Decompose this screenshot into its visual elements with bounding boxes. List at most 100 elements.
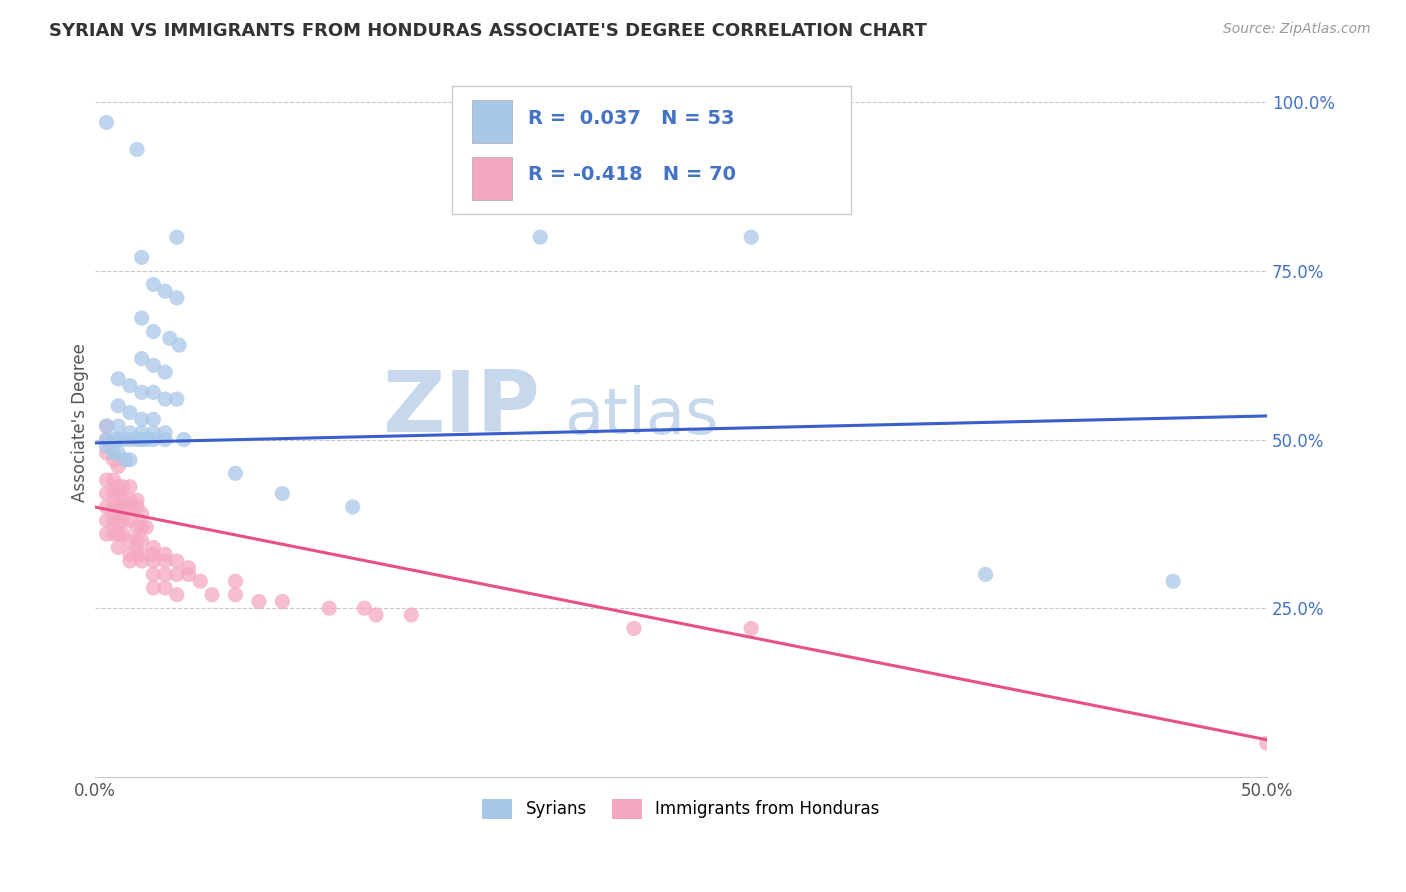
Point [114,452,136,467]
Point [125,533,148,548]
Point [131,433,153,447]
Point [1372,743,1395,757]
Point [96,446,118,460]
Point [107,500,129,514]
Point [103,473,125,487]
Point [96,473,118,487]
Text: atlas: atlas [564,384,718,447]
Point [96,419,118,434]
Point [142,547,165,561]
Point [103,433,125,447]
Point [271,594,294,608]
Point [118,378,141,392]
Point [125,493,148,508]
Point [623,622,645,636]
Point [111,433,134,447]
Point [153,392,176,406]
Point [131,533,153,548]
Point [107,527,129,541]
Point [118,547,141,561]
Point [153,581,176,595]
Point [974,567,997,582]
Point [131,425,153,440]
Point [131,351,153,366]
Point [96,486,118,500]
Point [118,480,141,494]
Point [153,554,176,568]
Point [125,520,148,534]
Point [107,446,129,460]
Point [125,433,148,447]
Point [224,574,246,589]
Point [167,338,190,352]
Point [107,480,129,494]
Point [118,554,141,568]
Point [188,574,211,589]
Point [153,365,176,379]
Point [131,520,153,534]
Point [107,433,129,447]
Point [401,607,423,622]
Point [177,560,200,574]
Point [224,467,246,481]
Text: R = -0.418   N = 70: R = -0.418 N = 70 [529,165,737,185]
Point [153,284,176,298]
Point [173,433,195,447]
Point [118,433,141,447]
Text: SYRIAN VS IMMIGRANTS FROM HONDURAS ASSOCIATE'S DEGREE CORRELATION CHART: SYRIAN VS IMMIGRANTS FROM HONDURAS ASSOC… [49,22,927,40]
Point [271,486,294,500]
Point [131,507,153,521]
Point [177,567,200,582]
Point [153,547,176,561]
Point [142,277,165,292]
Point [353,601,375,615]
Point [107,372,129,386]
Text: ZIP: ZIP [382,367,540,450]
Point [107,514,129,528]
Point [131,554,153,568]
Point [107,419,129,434]
Point [111,514,134,528]
Point [96,115,118,129]
Point [364,607,387,622]
Point [111,500,134,514]
Point [125,547,148,561]
Point [111,527,134,541]
Point [142,581,165,595]
Legend: Syrians, Immigrants from Honduras: Syrians, Immigrants from Honduras [475,793,886,825]
Point [142,425,165,440]
Point [131,311,153,326]
Point [107,459,129,474]
Point [118,533,141,548]
Point [96,419,118,434]
Point [224,588,246,602]
Point [166,554,188,568]
Point [166,392,188,406]
Point [111,493,134,508]
Point [142,554,165,568]
Point [118,514,141,528]
FancyBboxPatch shape [453,87,851,214]
Point [118,500,141,514]
Point [107,399,129,413]
Point [153,567,176,582]
Point [142,359,165,373]
Point [131,412,153,426]
Point [159,331,181,345]
Point [111,480,134,494]
Point [247,594,270,608]
Point [118,425,141,440]
Point [135,433,157,447]
Point [529,230,551,244]
Point [96,500,118,514]
Point [131,385,153,400]
Point [166,291,188,305]
Point [153,425,176,440]
FancyBboxPatch shape [472,157,512,200]
Point [125,143,148,157]
Point [96,433,118,447]
Point [131,251,153,265]
Point [740,230,762,244]
Point [201,588,224,602]
Point [166,567,188,582]
